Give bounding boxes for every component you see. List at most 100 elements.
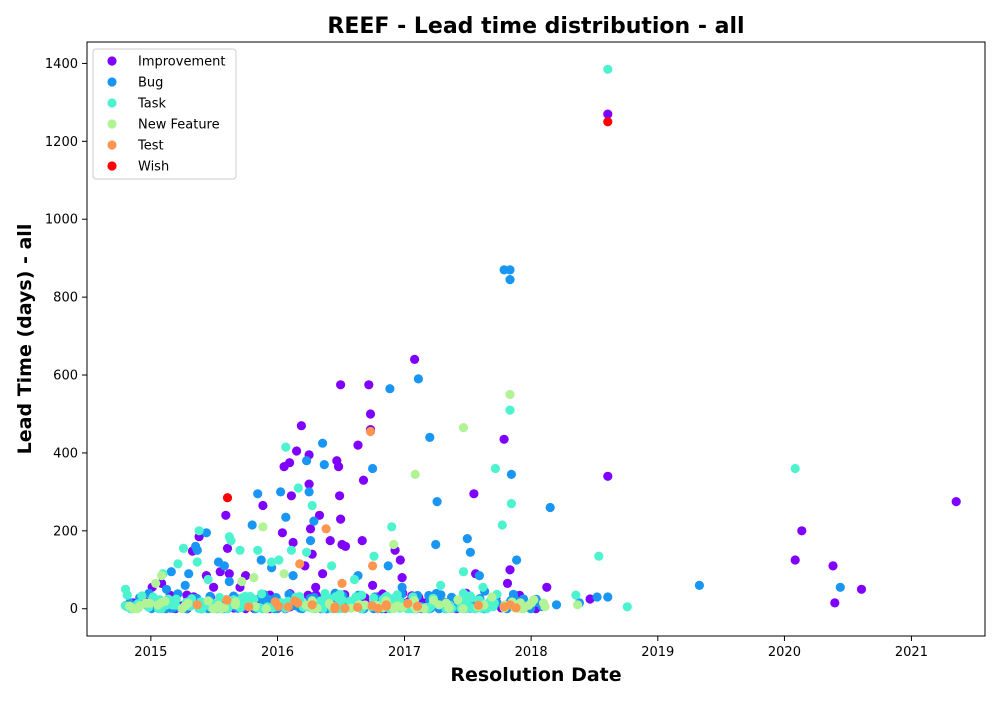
data-point: [488, 602, 498, 612]
data-point: [302, 547, 312, 557]
data-point: [474, 571, 484, 581]
data-point: [368, 561, 378, 571]
y-tick-label: 1200: [45, 135, 78, 150]
data-point: [506, 469, 516, 479]
data-point: [290, 596, 300, 606]
data-point: [224, 569, 234, 579]
points-layer: [120, 64, 961, 614]
data-point: [395, 555, 405, 565]
data-point: [276, 487, 286, 497]
y-tick-label: 400: [53, 446, 78, 461]
data-point: [465, 547, 475, 557]
data-point: [369, 551, 379, 561]
data-point: [250, 601, 260, 612]
y-tick-label: 200: [53, 524, 78, 539]
data-point: [281, 442, 291, 452]
data-point: [499, 434, 509, 444]
data-point: [432, 497, 442, 507]
data-point: [431, 539, 441, 550]
data-point: [335, 491, 345, 501]
data-point: [412, 601, 423, 611]
data-point: [830, 598, 840, 608]
data-point: [505, 565, 515, 575]
data-point: [540, 602, 550, 612]
data-point: [511, 555, 522, 565]
data-point: [490, 463, 500, 474]
data-point: [603, 117, 613, 127]
data-point: [466, 593, 476, 603]
data-point: [304, 487, 314, 497]
data-point: [603, 109, 613, 119]
data-point: [542, 582, 552, 592]
data-point: [397, 582, 407, 592]
data-point: [222, 595, 232, 605]
x-tick-label: 2017: [388, 645, 421, 660]
data-point: [235, 545, 245, 555]
data-point: [585, 594, 595, 604]
data-point: [367, 601, 377, 611]
data-point: [253, 545, 263, 555]
x-tick-label: 2021: [895, 645, 928, 660]
data-point: [194, 526, 204, 536]
data-point: [505, 600, 515, 610]
data-point: [184, 569, 194, 579]
data-point: [835, 582, 845, 592]
data-point: [178, 543, 189, 554]
data-point: [279, 569, 289, 579]
data-point: [201, 528, 211, 538]
data-point: [797, 526, 807, 536]
data-point: [145, 598, 155, 609]
data-point: [219, 561, 229, 571]
data-point: [381, 600, 391, 610]
data-point: [594, 551, 604, 561]
data-point: [253, 489, 263, 499]
data-point: [357, 536, 367, 546]
data-point: [166, 567, 176, 577]
data-point: [321, 524, 331, 534]
y-tick-label: 1000: [45, 213, 78, 228]
x-tick-label: 2018: [515, 645, 548, 660]
data-point: [505, 265, 515, 275]
data-point: [340, 541, 351, 552]
legend-marker: [107, 77, 117, 87]
data-point: [497, 520, 507, 530]
data-point: [319, 460, 329, 470]
data-point: [330, 602, 340, 612]
data-point: [125, 601, 135, 611]
legend-marker: [107, 161, 117, 171]
data-point: [283, 602, 293, 612]
data-point: [603, 471, 613, 481]
data-point: [311, 582, 321, 592]
data-point: [203, 574, 213, 585]
data-point: [336, 514, 346, 524]
plot-frame: [86, 41, 986, 637]
data-point: [365, 426, 376, 437]
data-point: [436, 580, 446, 591]
data-point: [856, 584, 867, 594]
x-tick-label: 2015: [134, 645, 167, 660]
data-point: [951, 497, 961, 507]
data-point: [151, 578, 161, 589]
data-point: [389, 539, 399, 550]
data-point: [267, 557, 277, 567]
data-point: [258, 522, 268, 532]
data-point: [524, 600, 534, 610]
legend-marker: [107, 140, 117, 150]
data-point: [358, 475, 369, 485]
chart-title: REEF - Lead time distribution - all: [327, 14, 744, 39]
legend: Improvement Bug Task New Feature Test Wish: [92, 48, 237, 180]
data-point: [285, 458, 295, 468]
data-point: [397, 573, 407, 583]
data-point: [603, 592, 613, 602]
y-tick-label: 800: [53, 291, 78, 306]
data-point: [505, 275, 515, 285]
data-point: [458, 423, 469, 433]
data-point: [192, 600, 202, 610]
data-point: [336, 380, 346, 390]
data-point: [353, 602, 363, 613]
legend-label: Test: [137, 139, 164, 154]
legend-marker: [107, 119, 117, 129]
data-point: [288, 571, 298, 581]
